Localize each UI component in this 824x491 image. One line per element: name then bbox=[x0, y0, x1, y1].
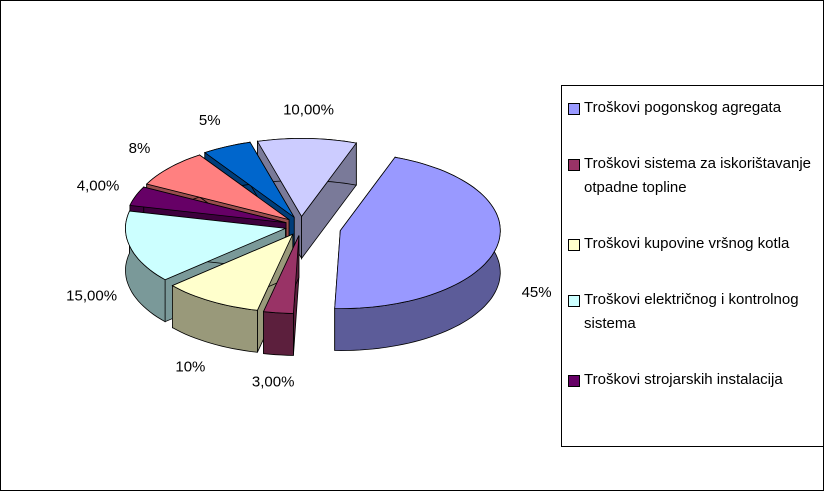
legend-label: Troškovi električnog i kontrolnog sistem… bbox=[584, 291, 799, 332]
data-label: 8% bbox=[129, 140, 151, 157]
slice-top bbox=[125, 210, 288, 281]
slice-top bbox=[256, 137, 358, 218]
legend-label: Troškovi pogonskog agregata bbox=[584, 99, 782, 116]
legend-item: Troškovi električnog i kontrolnog sistem… bbox=[568, 288, 823, 336]
data-label: 10,00% bbox=[283, 101, 334, 118]
legend-swatch bbox=[568, 295, 580, 307]
legend-item: Troškovi sistema za iskorištavanje otpad… bbox=[568, 152, 823, 200]
legend-swatch bbox=[568, 103, 580, 115]
legend-label: Troškovi strojarskih instalacija bbox=[584, 371, 783, 388]
slice bbox=[262, 235, 300, 356]
slice-wall bbox=[263, 311, 294, 356]
data-label: 15,00% bbox=[66, 287, 117, 304]
legend-swatch bbox=[568, 159, 580, 171]
legend-swatch bbox=[568, 375, 580, 387]
legend-item: Troškovi pogonskog agregata bbox=[568, 96, 823, 120]
data-label: 4,00% bbox=[77, 177, 120, 194]
slice bbox=[334, 156, 501, 352]
legend-label: Troškovi sistema za iskorištavanje otpad… bbox=[584, 155, 812, 196]
slice-top bbox=[129, 186, 287, 224]
legend-item: Troškovi strojarskih instalacija bbox=[568, 368, 823, 392]
slice-top bbox=[145, 154, 290, 220]
data-label: 45% bbox=[522, 284, 552, 301]
data-label: 3,00% bbox=[252, 374, 295, 391]
slice-top bbox=[203, 141, 295, 218]
data-label: 5% bbox=[199, 112, 221, 129]
legend-label: Troškovi kupovine vršnog kotla bbox=[584, 235, 790, 252]
legend-swatch bbox=[568, 239, 580, 251]
slice-top bbox=[171, 233, 294, 311]
legend-item: Troškovi kupovine vršnog kotla bbox=[568, 232, 823, 256]
data-label: 10% bbox=[175, 358, 205, 375]
slice-top bbox=[262, 235, 300, 314]
legend: Troškovi pogonskog agregata Troškovi sist… bbox=[561, 85, 823, 447]
slice-top bbox=[334, 156, 501, 310]
